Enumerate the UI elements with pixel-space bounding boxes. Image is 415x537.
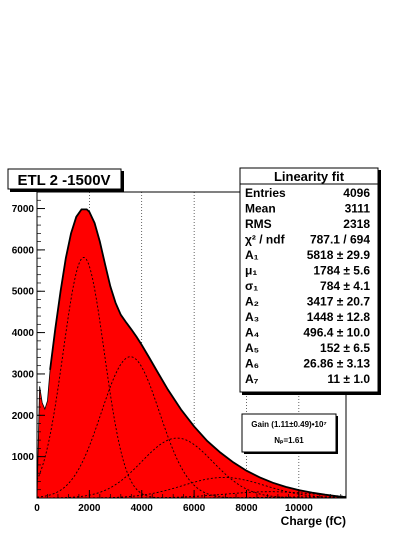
axes: 0 2000 4000 6000 8000 10000 1000 2000 3000 4000 50… bbox=[12, 199, 342, 514]
total-fit-curve bbox=[49, 208, 347, 499]
stats-row-name: Entries bbox=[245, 186, 286, 200]
y-tick-label: 2000 bbox=[12, 411, 35, 422]
gain-value: Gain (1.11±0.49)•10⁷ bbox=[251, 420, 326, 429]
stats-row-value: 11 ± 1.0 bbox=[327, 372, 370, 386]
stats-row-name: σ₁ bbox=[245, 279, 258, 293]
stats-row-name: Mean bbox=[245, 202, 276, 216]
x-tick-label: 8000 bbox=[235, 503, 258, 514]
x-tick-label: 10000 bbox=[285, 503, 313, 514]
y-tick-label: 6000 bbox=[12, 245, 35, 256]
stats-row-value: 4096 bbox=[343, 186, 370, 200]
x-tick-label: 4000 bbox=[131, 503, 154, 514]
stats-row-value: 152 ± 6.5 bbox=[320, 341, 370, 355]
y-tick-label: 5000 bbox=[12, 287, 35, 298]
x-tick-label: 2000 bbox=[78, 503, 101, 514]
stats-box: Linearity fit Entries 4096 Mean 3111 RMS 2318… bbox=[239, 167, 381, 395]
stats-row-name: μ₁ bbox=[245, 264, 257, 278]
title-box: ETL 2 -1500V bbox=[7, 168, 124, 192]
gain-box: Gain (1.11±0.49)•10⁷ Nₚ=1.61 bbox=[241, 413, 338, 454]
stats-row-name: A₅ bbox=[245, 341, 259, 355]
stats-row-name: A₆ bbox=[245, 357, 259, 371]
y-tick-label: 3000 bbox=[12, 369, 35, 380]
stats-row-value: 787.1 / 694 bbox=[310, 233, 370, 247]
stats-row-value: 784 ± 4.1 bbox=[320, 279, 370, 293]
x-axis-label: Charge (fC) bbox=[281, 514, 346, 528]
fit-component-6 bbox=[37, 496, 347, 499]
fit-components bbox=[36, 257, 347, 499]
stats-row-name: A₄ bbox=[245, 326, 260, 340]
fit-component-4 bbox=[37, 477, 347, 499]
stats-title: Linearity fit bbox=[274, 169, 345, 184]
stats-row-name: RMS bbox=[245, 217, 272, 231]
stats-row-value: 1784 ± 5.6 bbox=[313, 264, 370, 278]
stats-row-name: χ² / ndf bbox=[245, 233, 286, 247]
stats-row-value: 2318 bbox=[343, 217, 370, 231]
fit-component-5 bbox=[37, 491, 347, 499]
y-tick-label: 1000 bbox=[12, 452, 35, 463]
y-tick-label: 4000 bbox=[12, 328, 35, 339]
x-tick-label: 0 bbox=[34, 503, 40, 514]
stats-row-value: 5818 ± 29.9 bbox=[307, 248, 371, 262]
stats-row-value: 3111 bbox=[345, 202, 371, 216]
stats-row-name: A₃ bbox=[245, 310, 259, 324]
stats-row-value: 26.86 ± 3.13 bbox=[303, 357, 370, 371]
stats-row-name: A₂ bbox=[245, 295, 259, 309]
x-tick-label: 6000 bbox=[183, 503, 206, 514]
y-tick-label: 7000 bbox=[12, 204, 35, 215]
stats-row-value: 3417 ± 20.7 bbox=[307, 295, 371, 309]
stats-row-value: 1448 ± 12.8 bbox=[307, 310, 371, 324]
stats-row-name: A₇ bbox=[245, 372, 259, 386]
chart-title: ETL 2 -1500V bbox=[17, 172, 110, 189]
np-value: Nₚ=1.61 bbox=[274, 436, 304, 445]
stats-rows: Entries 4096 Mean 3111 RMS 2318 χ² / ndf 787.1 … bbox=[245, 186, 370, 386]
stats-row-value: 496.4 ± 10.0 bbox=[303, 326, 370, 340]
stats-row-name: A₁ bbox=[245, 248, 259, 262]
fit-component-3 bbox=[37, 437, 346, 499]
